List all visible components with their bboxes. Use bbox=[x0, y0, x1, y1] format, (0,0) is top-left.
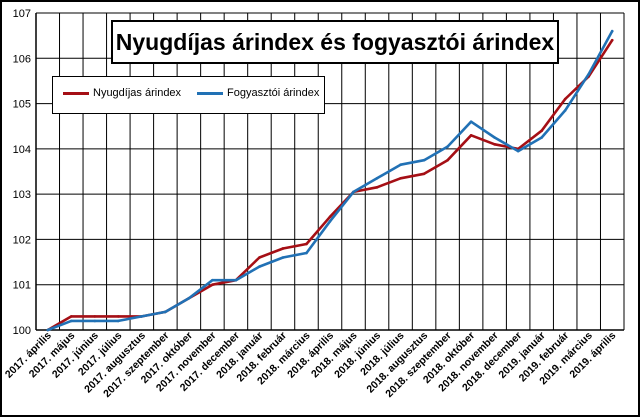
legend-item-fogyasztoi: Fogyasztói árindex bbox=[197, 87, 319, 99]
data-point-1 bbox=[469, 120, 473, 123]
legend-swatch-nyugdijas bbox=[63, 91, 89, 95]
data-point-0 bbox=[540, 129, 543, 133]
data-point-1 bbox=[563, 109, 567, 112]
series-lines bbox=[46, 29, 614, 332]
data-point-1 bbox=[422, 158, 426, 162]
data-point-1 bbox=[140, 315, 144, 318]
data-point-1 bbox=[516, 149, 520, 153]
data-point-1 bbox=[69, 319, 73, 323]
data-point-1 bbox=[328, 220, 332, 223]
data-point-1 bbox=[234, 278, 238, 282]
data-point-1 bbox=[211, 278, 214, 282]
data-point-1 bbox=[93, 319, 97, 323]
data-point-0 bbox=[258, 256, 261, 259]
y-tick-label: 103 bbox=[13, 189, 31, 201]
data-point-0 bbox=[446, 158, 449, 162]
data-point-0 bbox=[93, 315, 97, 318]
data-point-1 bbox=[305, 251, 308, 255]
chart-title-box: Nyugdíjas árindex és fogyasztói árindex bbox=[111, 20, 559, 64]
data-point-0 bbox=[610, 38, 614, 42]
y-tick-label: 102 bbox=[13, 234, 31, 246]
data-point-1 bbox=[46, 328, 50, 332]
data-point-0 bbox=[211, 283, 214, 287]
data-point-1 bbox=[258, 265, 261, 268]
data-point-0 bbox=[305, 242, 308, 246]
y-tick-labels: 100 101 102 103 104 105 106 107 bbox=[13, 8, 31, 337]
legend: Nyugdíjas árindex Fogyasztói árindex bbox=[52, 76, 325, 114]
data-point-0 bbox=[563, 97, 567, 101]
y-tick-label: 100 bbox=[13, 325, 31, 337]
legend-swatch-fogyasztoi bbox=[197, 91, 223, 95]
data-point-0 bbox=[117, 315, 120, 318]
data-point-1 bbox=[540, 136, 543, 139]
legend-label-nyugdijas: Nyugdíjas árindex bbox=[93, 87, 182, 99]
y-tick-label: 105 bbox=[13, 99, 31, 111]
data-point-1 bbox=[281, 256, 285, 259]
data-point-0 bbox=[422, 172, 426, 176]
data-point-0 bbox=[281, 247, 285, 250]
data-point-1 bbox=[399, 163, 402, 167]
data-point-1 bbox=[587, 72, 591, 76]
data-point-0 bbox=[399, 176, 402, 180]
y-tick-label: 101 bbox=[13, 280, 31, 292]
data-point-1 bbox=[164, 310, 167, 314]
data-point-1 bbox=[610, 29, 614, 33]
y-tick-label: 104 bbox=[13, 144, 31, 156]
data-point-0 bbox=[493, 143, 496, 146]
legend-label-fogyasztoi: Fogyasztói árindex bbox=[227, 87, 320, 99]
chart-title: Nyugdíjas árindex és fogyasztói árindex bbox=[115, 28, 555, 55]
legend-item-nyugdijas: Nyugdíjas árindex bbox=[63, 87, 181, 99]
data-point-0 bbox=[469, 133, 473, 137]
data-point-0 bbox=[328, 215, 332, 219]
data-point-1 bbox=[493, 136, 496, 139]
data-point-0 bbox=[375, 186, 379, 189]
data-point-1 bbox=[375, 176, 379, 180]
data-point-1 bbox=[352, 190, 355, 194]
axes bbox=[35, 13, 624, 331]
data-point-1 bbox=[187, 297, 191, 300]
data-point-1 bbox=[117, 319, 120, 323]
data-point-0 bbox=[69, 315, 73, 318]
data-point-1 bbox=[446, 145, 449, 148]
y-tick-label: 106 bbox=[13, 53, 31, 65]
y-tick-label: 107 bbox=[13, 8, 31, 20]
